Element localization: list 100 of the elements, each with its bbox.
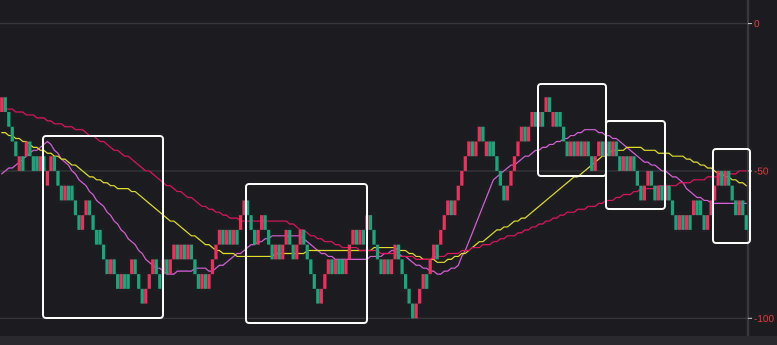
candlestick (32, 156, 35, 171)
candlestick (105, 259, 109, 274)
candlestick (408, 288, 411, 304)
candlestick (572, 141, 576, 156)
candlestick (422, 274, 425, 289)
candlestick (540, 112, 544, 127)
candlestick (221, 230, 225, 245)
candlestick (193, 259, 197, 274)
candlestick (144, 288, 148, 304)
candlestick (295, 244, 298, 260)
candlestick (21, 156, 24, 171)
candlestick (404, 274, 408, 289)
candlestick (302, 230, 306, 245)
candlestick (692, 200, 696, 216)
candlestick (224, 230, 228, 245)
candlestick (544, 97, 548, 112)
candlestick (442, 215, 446, 230)
candlestick (558, 112, 562, 127)
y-tick-label: -50 (754, 166, 769, 178)
candlestick (232, 230, 236, 245)
candlestick (688, 215, 692, 230)
candlestick (484, 141, 488, 156)
candlestick (270, 244, 274, 260)
candlestick (260, 215, 264, 230)
candlestick (590, 156, 594, 171)
candlestick (495, 156, 499, 171)
candlestick (24, 141, 28, 156)
candlestick (186, 244, 190, 260)
candlestick (509, 170, 513, 186)
candlestick (38, 156, 42, 171)
line-series (4, 108, 747, 260)
candlestick (379, 259, 383, 274)
candlestick (460, 170, 464, 186)
candlestick (309, 259, 312, 274)
candlestick (284, 230, 288, 245)
candlestick (628, 156, 632, 171)
candlestick (636, 170, 639, 186)
candlestick (14, 141, 18, 156)
candlestick (204, 274, 208, 289)
candlestick (724, 170, 727, 186)
candlestick (622, 156, 625, 171)
candlestick (488, 141, 492, 156)
candlestick (165, 259, 168, 274)
candlestick (228, 230, 232, 245)
candlestick (678, 215, 682, 230)
candlestick (478, 126, 481, 142)
candlestick (344, 259, 348, 274)
candlestick (312, 274, 316, 289)
candlestick (18, 156, 21, 171)
candlestick (298, 230, 302, 245)
candlestick (60, 186, 64, 200)
candlestick (218, 230, 222, 245)
candlestick (639, 186, 643, 200)
y-tick-label: 0 (754, 19, 760, 30)
candlestick (562, 126, 566, 142)
candlestick (63, 186, 67, 200)
candlestick (123, 274, 126, 289)
candlestick (340, 259, 344, 274)
candlestick (450, 200, 453, 216)
candlestick (249, 215, 253, 230)
candlestick (358, 230, 362, 245)
candlestick (151, 259, 154, 274)
candlestick (368, 215, 372, 230)
candlestick (109, 259, 112, 274)
candlestick (611, 141, 614, 156)
candlestick (530, 112, 534, 127)
candlestick (597, 141, 600, 156)
candlestick (28, 141, 32, 156)
candlestick (7, 112, 10, 127)
candlestick (741, 200, 744, 216)
candlestick (411, 304, 414, 318)
candlestick (646, 170, 650, 186)
candlestick (351, 230, 355, 245)
candlestick (650, 170, 654, 186)
candlestick (4, 97, 7, 112)
candlestick (456, 186, 460, 200)
candlestick (695, 200, 699, 216)
candlestick (0, 97, 4, 112)
candlestick (744, 215, 748, 230)
candlestick (334, 259, 337, 274)
candlestick (520, 126, 524, 142)
candlestick (77, 215, 81, 230)
candlestick (428, 259, 432, 274)
candlestick (432, 244, 436, 260)
candlestick (120, 274, 123, 289)
candlestick (112, 259, 116, 274)
candlestick (56, 170, 60, 186)
candlestick (526, 126, 530, 142)
candlestick (196, 274, 200, 289)
candlestick (94, 230, 98, 245)
y-tick-label: -100 (754, 314, 774, 325)
candlestick (278, 244, 281, 260)
candlestick (534, 112, 538, 127)
candlestick (670, 200, 674, 216)
candlestick (632, 156, 636, 171)
candlestick (400, 259, 404, 274)
candlestick (727, 170, 730, 186)
candlestick (200, 274, 204, 289)
candlestick (190, 244, 194, 260)
candlestick (684, 215, 688, 230)
